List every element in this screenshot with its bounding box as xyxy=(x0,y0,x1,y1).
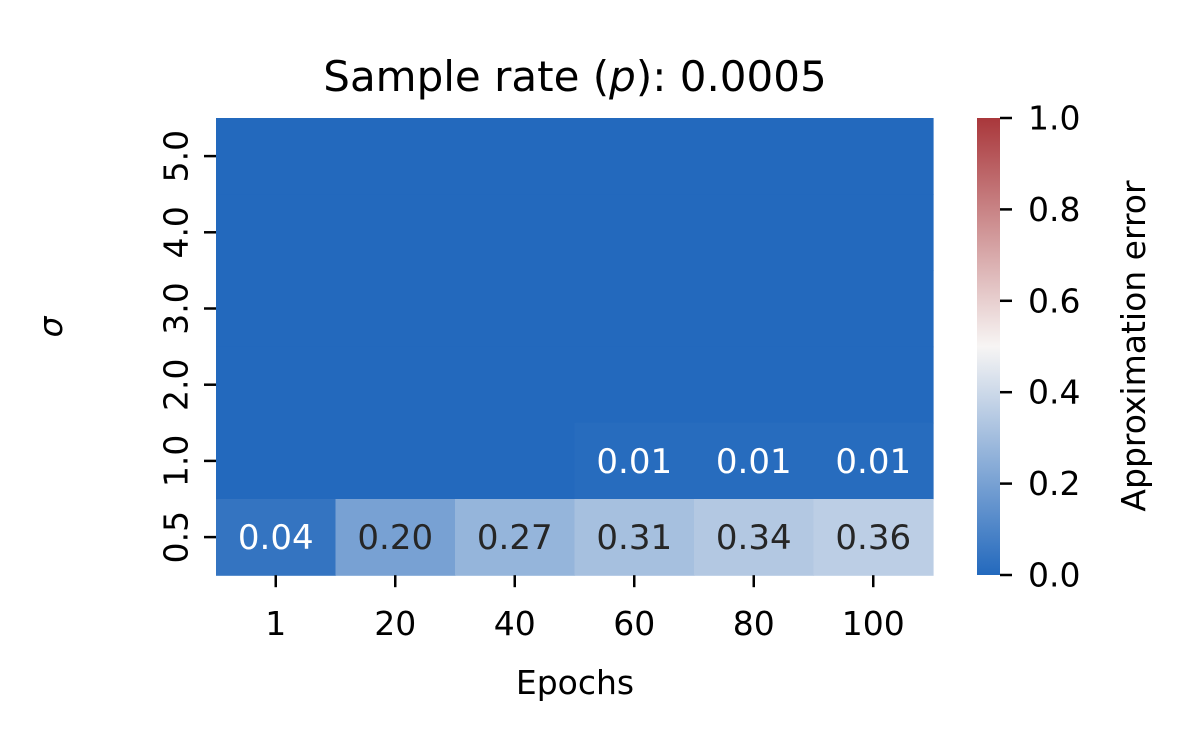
heatmap-cells xyxy=(216,118,934,576)
heatmap-cell xyxy=(813,118,934,195)
heatmap-cell-label: 0.27 xyxy=(477,518,553,558)
heatmap-cell-label: 0.31 xyxy=(596,518,672,558)
heatmap-cell-label: 0.20 xyxy=(357,518,433,558)
heatmap-cell xyxy=(694,270,815,348)
x-axis-label: Epochs xyxy=(516,663,634,702)
x-tick-label: 40 xyxy=(494,604,536,643)
heatmap-cell xyxy=(694,499,815,576)
colorbar-tick-label: 0.2 xyxy=(1028,464,1080,503)
x-axis: 1 20 40 60 80 100 xyxy=(265,575,905,643)
y-tick-label: 2.0 xyxy=(157,358,196,410)
heatmap-cell xyxy=(813,194,934,271)
heatmap-cell-labels: 0.01 0.01 0.01 0.04 0.20 0.27 0.31 0.34 0.36 xyxy=(238,442,911,558)
heatmap-cell xyxy=(455,194,576,271)
y-tick-label: 1.0 xyxy=(157,435,196,487)
heatmap-cell xyxy=(574,194,695,271)
colorbar-label: Approximation error xyxy=(1114,180,1153,512)
heatmap-cell xyxy=(216,422,337,500)
title-suffix: ): 0.0005 xyxy=(636,52,827,101)
heatmap-cell xyxy=(216,270,337,348)
heatmap-cell xyxy=(455,422,576,500)
title-prefix: Sample rate ( xyxy=(323,52,609,101)
heatmap-cell xyxy=(455,118,576,195)
x-tick-label: 80 xyxy=(733,604,775,643)
heatmap-cell xyxy=(813,270,934,348)
heatmap-cell xyxy=(813,422,934,500)
heatmap-cell xyxy=(694,118,815,195)
heatmap-cell xyxy=(335,194,456,271)
heatmap-cell-label: 0.01 xyxy=(835,442,911,482)
heatmap-cell xyxy=(574,499,695,576)
heatmap-cell xyxy=(813,499,934,576)
heatmap-cell xyxy=(335,422,456,500)
heatmap-cell-label: 0.01 xyxy=(716,442,792,482)
title-symbol: p xyxy=(608,52,636,101)
heatmap-cell xyxy=(216,499,337,576)
heatmap-cell xyxy=(455,270,576,348)
heatmap-cell xyxy=(216,194,337,271)
y-axis: 5.0 4.0 3.0 2.0 1.0 0.5 xyxy=(157,130,216,563)
heatmap-cell xyxy=(216,346,337,424)
heatmap-cell xyxy=(216,118,337,195)
colorbar-tick-label: 0.6 xyxy=(1028,281,1080,320)
heatmap-cell xyxy=(813,346,934,424)
heatmap-cell-label: 0.36 xyxy=(835,518,911,558)
colorbar xyxy=(977,118,1000,575)
y-axis-label: σ xyxy=(31,315,70,337)
heatmap-cell xyxy=(335,118,456,195)
colorbar-axis: 0.0 0.2 0.4 0.6 0.8 1.0 xyxy=(1000,99,1080,595)
heatmap-cell xyxy=(574,118,695,195)
y-tick-label: 5.0 xyxy=(157,130,196,182)
y-tick-label: 0.5 xyxy=(157,511,196,563)
x-tick-label: 1 xyxy=(265,604,286,643)
x-tick-label: 60 xyxy=(613,604,655,643)
heatmap-cell xyxy=(335,499,456,576)
y-tick-label: 3.0 xyxy=(157,282,196,334)
heatmap-cell xyxy=(694,346,815,424)
heatmap-cell xyxy=(335,270,456,348)
heatmap-cell-label: 0.01 xyxy=(596,442,672,482)
x-tick-label: 100 xyxy=(842,604,905,643)
heatmap-cell xyxy=(694,422,815,500)
colorbar-tick-label: 0.0 xyxy=(1028,556,1080,595)
y-tick-label: 4.0 xyxy=(157,206,196,258)
colorbar-tick-label: 0.8 xyxy=(1028,190,1080,229)
heatmap-cell xyxy=(574,346,695,424)
heatmap-cell-label: 0.04 xyxy=(238,518,314,558)
heatmap-cell xyxy=(694,194,815,271)
heatmap-cell-label: 0.34 xyxy=(716,518,792,558)
x-tick-label: 20 xyxy=(374,604,416,643)
heatmap-cell xyxy=(574,422,695,500)
colorbar-tick-label: 0.4 xyxy=(1028,373,1080,412)
heatmap-cell xyxy=(335,346,456,424)
chart-title: Sample rate (p): 0.0005 xyxy=(323,52,826,101)
colorbar-tick-label: 1.0 xyxy=(1028,99,1080,138)
heatmap-cell xyxy=(455,346,576,424)
heatmap-cell xyxy=(574,270,695,348)
heatmap-cell xyxy=(455,499,576,576)
